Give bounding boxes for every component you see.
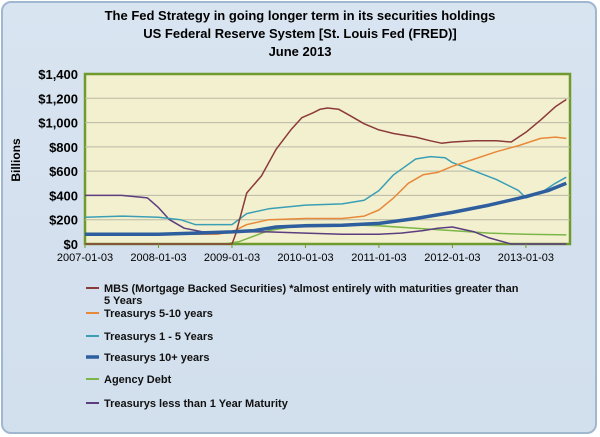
legend-label: Treasurys 5-10 years xyxy=(104,308,213,320)
y-axis-title: Billions xyxy=(9,138,23,182)
chart-title-line-3: June 2013 xyxy=(268,44,332,59)
legend-label: MBS (Mortgage Backed Securities) *almost… xyxy=(104,283,519,295)
y-tick-label: $1,400 xyxy=(38,67,78,82)
y-tick-label: $0 xyxy=(64,237,78,252)
y-tick-label: $1,200 xyxy=(38,91,78,106)
y-tick-label: $200 xyxy=(49,213,78,228)
x-tick-label: 2009-01-03 xyxy=(204,252,260,264)
series-line-5 xyxy=(85,194,567,245)
legend-label: Treasurys 10+ years xyxy=(104,352,210,364)
x-tick-label: 2012-01-03 xyxy=(424,252,480,264)
x-tick-label: 2008-01-03 xyxy=(130,252,186,264)
series-line-0 xyxy=(85,98,567,245)
legend-label: Treasurys less than 1 Year Maturity xyxy=(104,398,289,410)
legend-label: 5 Years xyxy=(104,295,142,307)
series-layer xyxy=(84,98,567,245)
x-tick-label: 2013-01-03 xyxy=(498,252,554,264)
chart-title-line-1: The Fed Strategy in going longer term in… xyxy=(104,8,496,23)
y-tick-label: $800 xyxy=(49,140,78,155)
y-tick-label: $600 xyxy=(49,164,78,179)
series-line-3 xyxy=(85,181,567,237)
x-axis-ticks: 2007-01-03 2008-01-03 2009-01-03 2010-01-03… xyxy=(57,244,554,264)
y-axis-ticks: $0 $200 $400 $600 $800 $1,000 $1,200 $1,400 xyxy=(38,67,78,252)
x-tick-label: 2007-01-03 xyxy=(57,252,113,264)
x-tick-label: 2010-01-03 xyxy=(277,252,333,264)
x-tick-label: 2011-01-03 xyxy=(351,252,406,264)
y-tick-label: $400 xyxy=(49,188,78,203)
series-line-2 xyxy=(84,155,567,226)
chart-title-line-2: US Federal Reserve System [St. Louis Fed… xyxy=(143,26,457,41)
legend-label: Agency Debt xyxy=(104,374,172,386)
legend-label: Treasurys 1 - 5 Years xyxy=(104,331,213,343)
gridlines xyxy=(85,97,570,221)
legend: MBS (Mortgage Backed Securities) *almost… xyxy=(86,283,519,410)
y-tick-label: $1,000 xyxy=(38,116,78,131)
